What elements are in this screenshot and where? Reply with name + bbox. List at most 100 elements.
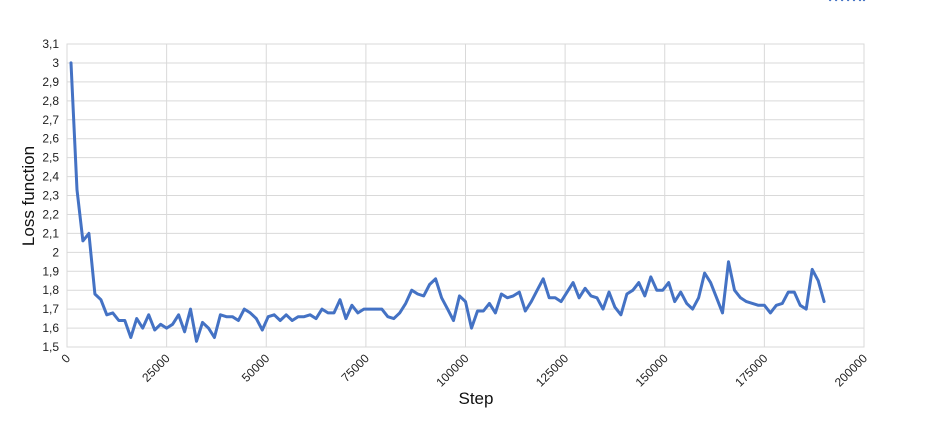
data-point (518, 290, 521, 294)
data-point (858, 0, 862, 2)
data-point (380, 307, 383, 311)
data-point (201, 321, 204, 324)
data-point (81, 239, 85, 243)
data-point (862, 0, 866, 2)
data-point (93, 292, 97, 296)
data-point (159, 323, 162, 326)
y-tick-label: 1,9 (42, 264, 59, 278)
y-tick-label: 2,6 (42, 132, 59, 146)
y-tick-label: 2,3 (42, 189, 59, 203)
data-point (296, 315, 300, 318)
data-point (452, 319, 455, 322)
data-point (195, 340, 198, 343)
data-point (69, 61, 73, 65)
data-point (231, 315, 234, 318)
data-point (135, 317, 138, 320)
data-point (506, 296, 509, 299)
data-point (249, 311, 252, 315)
data-point (793, 290, 796, 294)
data-point (117, 319, 121, 322)
x-tick-label: 100000 (433, 351, 471, 389)
data-point (344, 317, 348, 320)
data-point (631, 289, 635, 292)
data-point (243, 307, 246, 311)
data-point (805, 307, 808, 311)
data-point (667, 281, 670, 284)
data-point (440, 296, 443, 299)
y-tick-label: 1,5 (42, 340, 59, 354)
y-axis-title: Loss function (19, 146, 38, 246)
data-point (649, 275, 652, 279)
series-layer (69, 0, 866, 343)
data-point (105, 313, 109, 316)
data-point (727, 260, 730, 263)
data-point (362, 307, 366, 311)
data-point (757, 304, 760, 307)
data-point (619, 313, 623, 316)
data-point (422, 294, 425, 298)
y-tick-label: 2,1 (42, 226, 59, 240)
data-point (213, 336, 216, 339)
data-point (428, 283, 431, 286)
y-tick-label: 2,4 (42, 170, 59, 184)
data-point (392, 317, 395, 320)
data-point (601, 307, 605, 311)
data-point (822, 300, 826, 303)
data-point (374, 307, 377, 311)
data-point (356, 311, 360, 315)
data-point (147, 313, 150, 316)
data-point (261, 328, 264, 332)
data-point (482, 309, 485, 313)
data-point (775, 304, 778, 307)
data-point (643, 294, 646, 298)
data-point (655, 289, 658, 292)
gridlines (66, 43, 865, 348)
x-tick-label: 175000 (732, 351, 770, 389)
data-point (577, 296, 581, 299)
data-point (799, 304, 802, 307)
data-point (685, 302, 688, 305)
data-point (255, 317, 258, 320)
data-point (225, 315, 228, 318)
data-point (398, 311, 401, 315)
data-point (571, 281, 575, 284)
data-point (595, 296, 599, 299)
data-point (410, 289, 413, 292)
y-tick-label: 2 (52, 245, 59, 259)
data-point (530, 300, 533, 303)
data-point (171, 323, 174, 326)
data-point (703, 271, 706, 275)
y-tick-label: 1,6 (42, 321, 59, 335)
data-point (607, 290, 611, 294)
data-point (661, 289, 664, 292)
x-tick-label: 50000 (239, 351, 273, 385)
data-point (458, 294, 461, 298)
data-point (781, 302, 784, 305)
data-point (494, 311, 497, 315)
data-point (476, 309, 479, 313)
data-point (314, 317, 318, 320)
data-point (739, 296, 742, 299)
y-tick-label: 2,2 (42, 207, 59, 221)
y-tick-label: 2,8 (42, 94, 59, 108)
data-point (332, 311, 336, 315)
x-tick-label: 150000 (633, 351, 671, 389)
data-point (625, 292, 629, 296)
data-point (279, 319, 282, 322)
data-point (637, 281, 640, 284)
data-point (416, 292, 419, 296)
data-point (183, 330, 186, 333)
x-tick-label: 25000 (139, 351, 173, 385)
data-point (721, 311, 724, 315)
y-tick-label: 3 (52, 56, 59, 70)
data-point (350, 304, 354, 307)
data-point (386, 315, 389, 318)
data-point (111, 311, 115, 315)
data-point (165, 326, 168, 330)
y-tick-label: 1,7 (42, 302, 59, 316)
data-point (285, 313, 288, 316)
data-point (267, 315, 270, 318)
data-point (123, 319, 127, 322)
data-point (524, 309, 527, 313)
